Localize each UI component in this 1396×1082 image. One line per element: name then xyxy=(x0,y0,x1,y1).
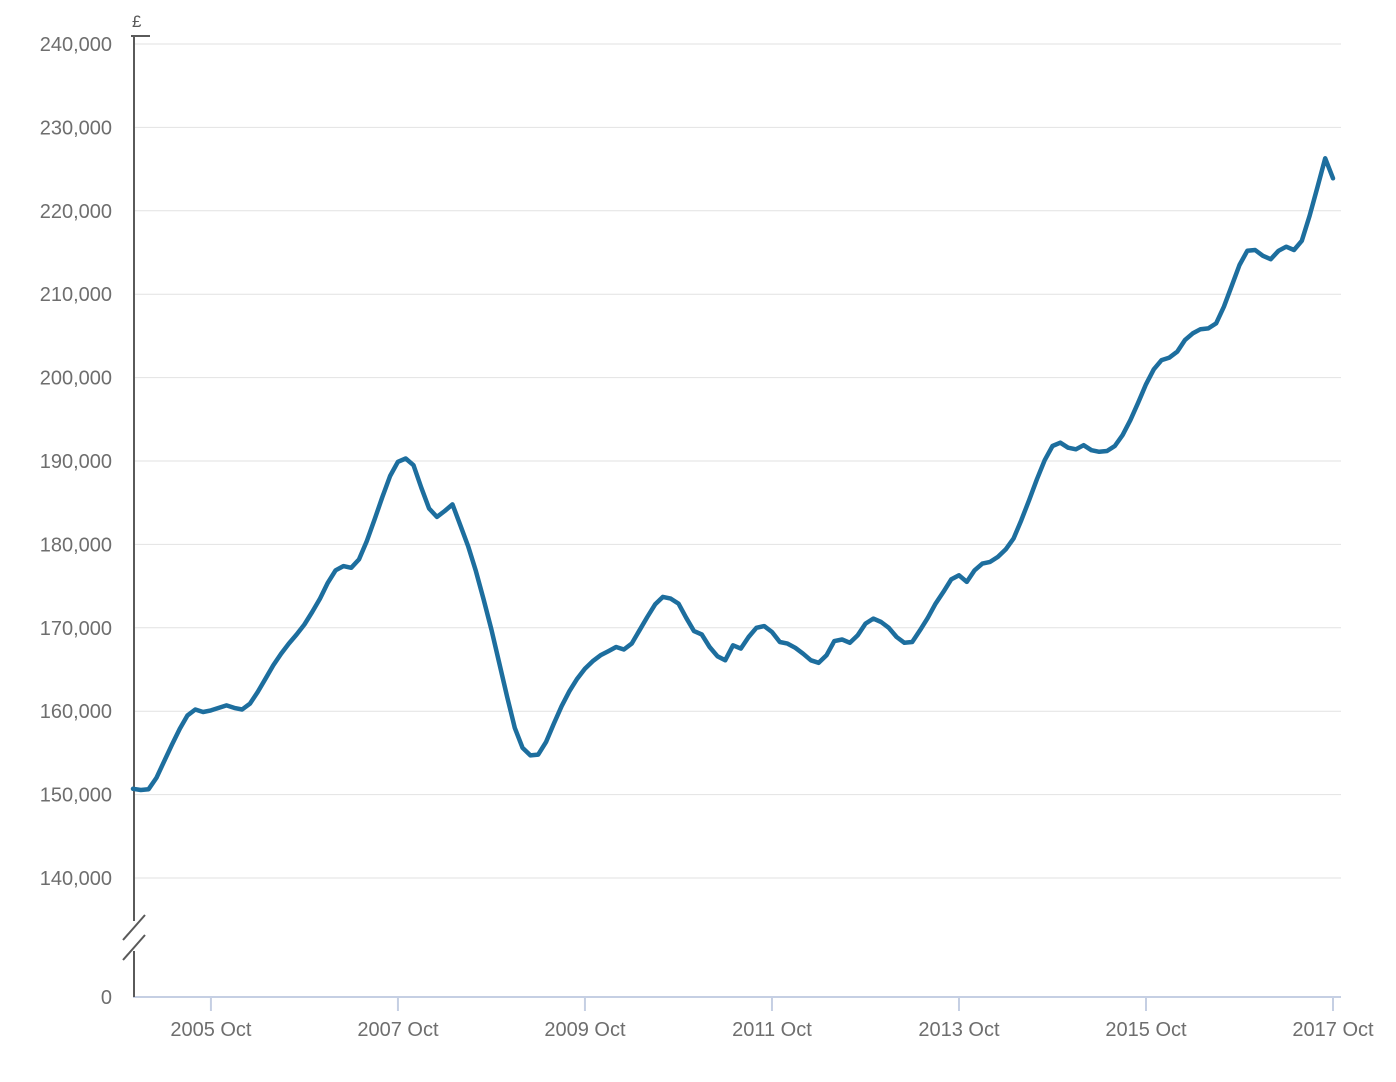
x-tick-label: 2009 Oct xyxy=(544,1019,626,1041)
axis-break-slash xyxy=(122,914,146,941)
y-tick-label: 160,000 xyxy=(40,701,112,723)
x-tick-label: 2005 Oct xyxy=(170,1019,252,1041)
price-line xyxy=(130,156,1336,793)
y-tick-label: 240,000 xyxy=(40,34,112,56)
x-tick-label: 2015 Oct xyxy=(1105,1019,1187,1041)
x-tick-label: 2007 Oct xyxy=(357,1019,439,1041)
y-tick-label: 0 xyxy=(101,987,112,1009)
y-tick-label: 230,000 xyxy=(40,117,112,139)
x-tick-label: 2013 Oct xyxy=(918,1019,1000,1041)
y-tick-label: 210,000 xyxy=(40,284,112,306)
y-tick-label: 200,000 xyxy=(40,368,112,390)
currency-unit-label: £ xyxy=(132,12,142,31)
x-tick-label: 2017 Oct xyxy=(1292,1019,1374,1041)
y-tick-label: 150,000 xyxy=(40,785,112,807)
y-tick-label: 170,000 xyxy=(40,618,112,640)
x-tick-label: 2011 Oct xyxy=(732,1019,812,1041)
y-tick-label: 220,000 xyxy=(40,201,112,223)
y-tick-label: 190,000 xyxy=(40,451,112,473)
axis-break-slash xyxy=(122,934,146,961)
y-tick-label: 180,000 xyxy=(40,534,112,556)
y-tick-label: 140,000 xyxy=(40,868,112,890)
